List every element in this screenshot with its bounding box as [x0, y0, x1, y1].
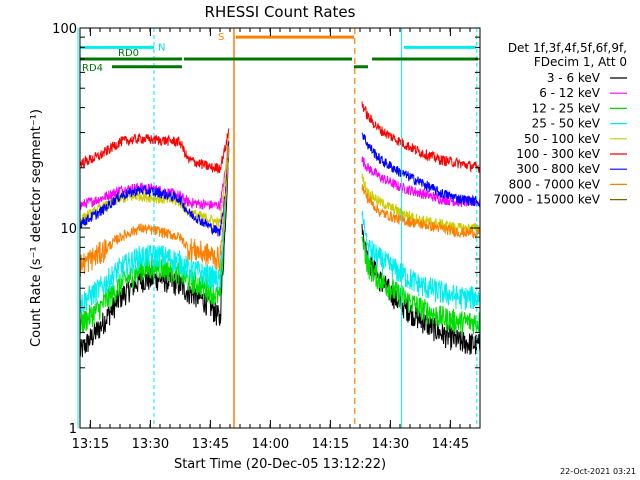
- plot-series-group: [79, 101, 481, 358]
- y-tick-label-2: 100: [52, 22, 77, 37]
- x-tick-label-3: 14:00: [252, 437, 289, 452]
- legend-label-7: 800 - 7000 keV: [509, 177, 601, 191]
- flag-label-s: S: [218, 32, 224, 43]
- x-tick-label-5: 14:30: [372, 437, 409, 452]
- x-tick-label-0: 13:15: [72, 437, 109, 452]
- plot-frame: [79, 27, 481, 429]
- x-tick-label-6: 14:45: [432, 437, 469, 452]
- legend-label-4: 50 - 100 keV: [524, 132, 601, 146]
- y-axis-label: Count Rate (s⁻¹ detector segment⁻¹): [29, 109, 44, 347]
- legend-label-5: 100 - 300 keV: [516, 147, 600, 161]
- legend-label-6: 300 - 800 keV: [516, 162, 600, 176]
- x-tick-label-1: 13:30: [132, 437, 169, 452]
- legend-label-0: 3 - 6 keV: [547, 71, 601, 85]
- x-axis: 13:15 13:30 13:45 14:00 14:15 14:30 14:45: [72, 28, 481, 452]
- y-tick-label-0: 1: [69, 422, 77, 437]
- y-tick-label-1: 10: [60, 222, 77, 237]
- legend-header-line-1: Det 1f,3f,4f,5f,6f,9f,: [508, 41, 627, 55]
- series-line-300-800-kev: [79, 132, 481, 237]
- x-tick-label-4: 14:15: [312, 437, 349, 452]
- flag-label-rd0: RD0: [118, 48, 139, 59]
- footer-date: 22-Oct-2021 03:21: [560, 467, 636, 476]
- series-line-25-50-kev: [79, 140, 481, 314]
- legend-header-line-2: FDecim 1, Att 0: [534, 55, 627, 69]
- legend-label-3: 25 - 50 keV: [532, 117, 601, 131]
- series-line-100-300-kev: [79, 101, 481, 175]
- legend-label-8: 7000 - 15000 keV: [493, 193, 600, 207]
- x-tick-label-2: 13:45: [192, 437, 229, 452]
- flag-label-n: N: [158, 42, 165, 53]
- series-line-12-25-kev: [79, 140, 481, 335]
- y-axis: 1 10 100: [52, 22, 480, 437]
- marker-group: N S RD0 RD4: [77, 28, 478, 428]
- legend: Det 1f,3f,4f,5f,6f,9f, FDecim 1, Att 0 3…: [493, 41, 627, 207]
- legend-label-1: 6 - 12 keV: [539, 86, 601, 100]
- x-axis-label: Start Time (20-Dec-05 13:12:22): [174, 457, 386, 472]
- flag-label-rd4: RD4: [82, 63, 103, 74]
- chart-title: RHESSI Count Rates: [205, 3, 356, 21]
- legend-label-2: 12 - 25 keV: [532, 101, 601, 115]
